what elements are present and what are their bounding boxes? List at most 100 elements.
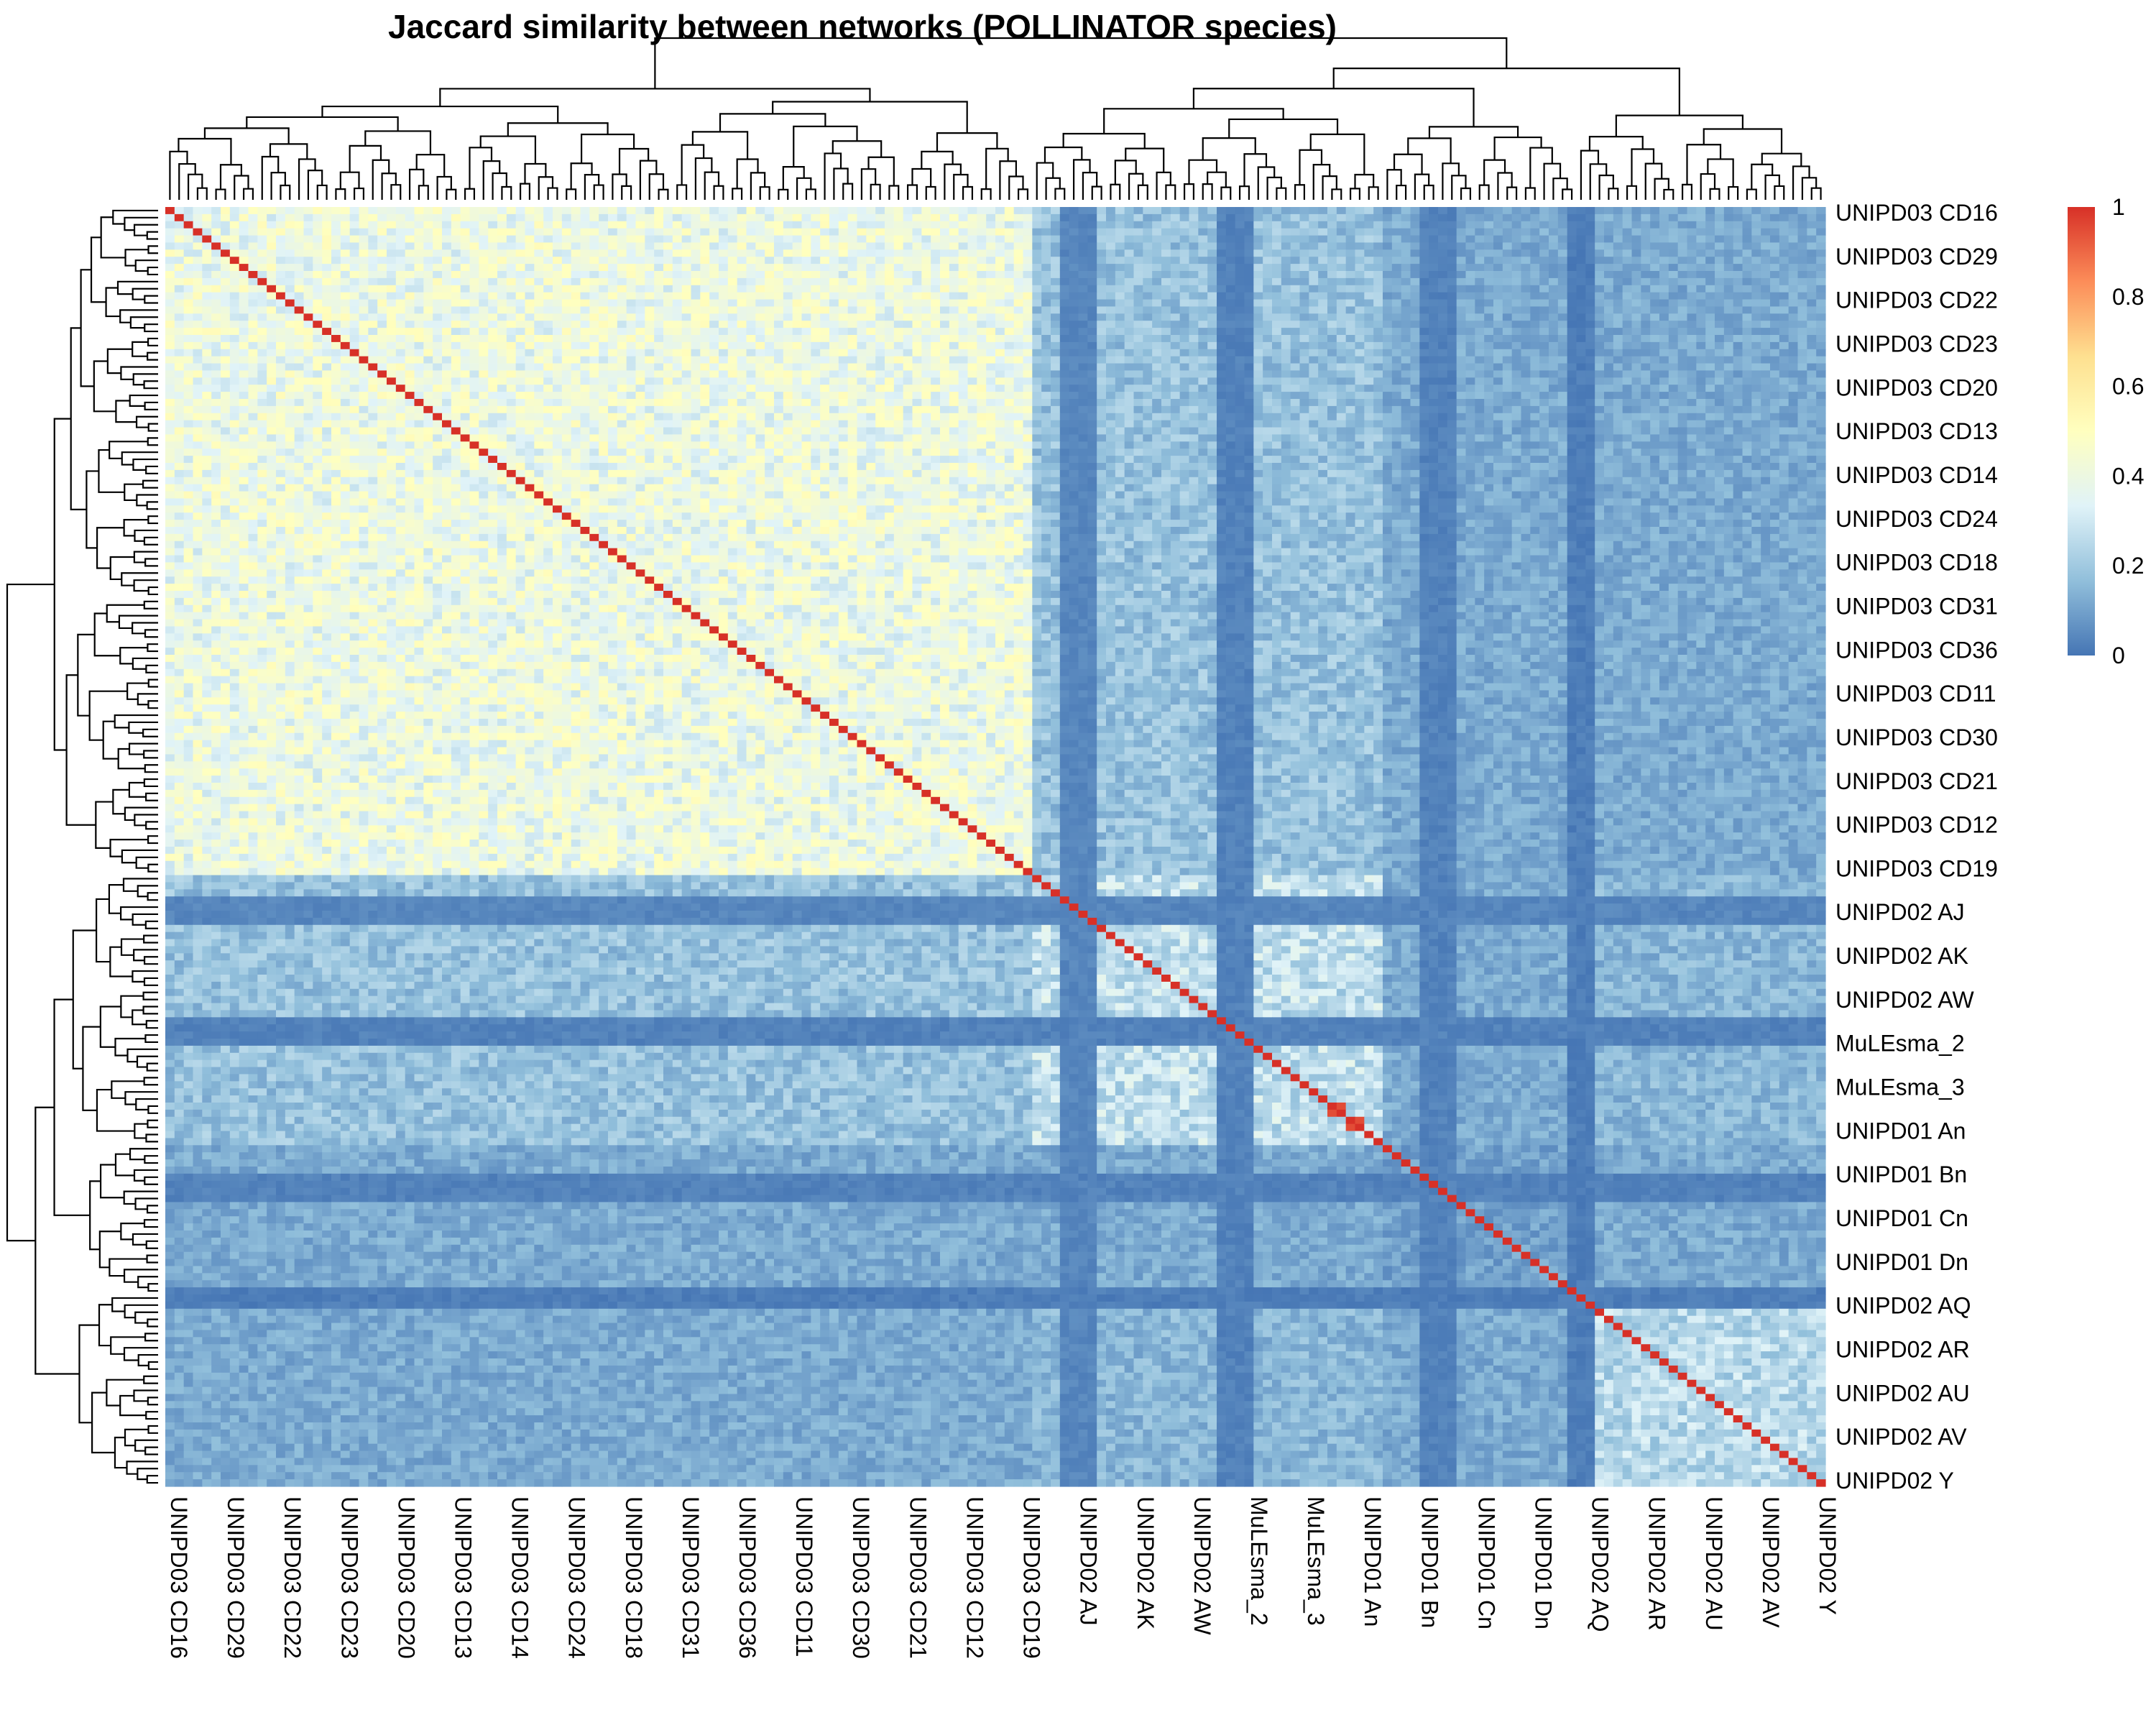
heatmap-cell [949,249,959,257]
heatmap-cell [1263,306,1272,313]
heatmap-cell [645,300,654,307]
heatmap-cell [737,364,747,371]
heatmap-cell [562,328,571,335]
heatmap-cell [1180,349,1189,356]
heatmap-cell [1143,342,1152,349]
heatmap-cell [1577,335,1586,342]
heatmap-cell [1051,293,1060,300]
heatmap-cell [451,278,461,285]
heatmap-cell [949,271,959,278]
heatmap-cell [995,293,1005,300]
heatmap-cell [654,313,663,321]
heatmap-cell [350,221,359,229]
heatmap-cell [331,364,341,371]
heatmap-cell [627,356,636,364]
heatmap-cell [1798,293,1807,300]
heatmap-cell [1346,229,1355,236]
heatmap-cell [1198,321,1207,328]
heatmap-cell [857,335,867,342]
heatmap-cell [331,300,341,307]
heatmap-cell [829,370,839,377]
heatmap-cell [1429,328,1438,335]
heatmap-cell [1161,293,1171,300]
heatmap-cell [885,335,894,342]
heatmap-cell [1263,278,1272,285]
heatmap-cell [1411,342,1420,349]
heatmap-cell [1751,293,1761,300]
heatmap-cell [1189,285,1199,293]
heatmap-cell [645,242,654,249]
heatmap-cell [221,271,230,278]
heatmap-cell [1751,306,1761,313]
heatmap-cell [239,214,249,221]
heatmap-cell [1041,278,1051,285]
heatmap-cell [608,300,617,307]
heatmap-cell [276,385,285,392]
heatmap-cell [636,342,645,349]
heatmap-cell [359,328,369,335]
heatmap-cell [1798,321,1807,328]
heatmap-cell [747,356,756,364]
heatmap-cell [1253,278,1263,285]
heatmap-cell [1678,242,1687,249]
heatmap-cell [645,364,654,371]
heatmap-cell [700,285,709,293]
heatmap-cell [700,207,709,214]
heatmap-cell [1106,377,1115,385]
heatmap-cell [165,313,175,321]
heatmap-cell [1032,293,1041,300]
heatmap-cell [1014,313,1023,321]
heatmap-cell [1041,264,1051,271]
heatmap-cell [1595,242,1604,249]
heatmap-cell [1245,249,1254,257]
heatmap-cell [1743,293,1752,300]
heatmap-cell [654,306,663,313]
heatmap-cell [331,377,341,385]
heatmap-cell [1521,278,1531,285]
heatmap-cell [221,278,230,285]
heatmap-cell [1346,321,1355,328]
heatmap-cell [1069,313,1079,321]
heatmap-cell [1364,370,1373,377]
heatmap-cell [1069,342,1079,349]
heatmap-cell [645,271,654,278]
heatmap-cell [1503,364,1512,371]
heatmap-cell [1457,221,1466,229]
heatmap-cell [636,257,645,264]
heatmap-cell [747,257,756,264]
heatmap-cell [1051,335,1060,342]
heatmap-cell [663,356,673,364]
heatmap-cell [442,271,451,278]
heatmap-cell [627,249,636,257]
heatmap-cell [1097,257,1106,264]
heatmap-cell [682,236,691,243]
heatmap-cell [1567,377,1577,385]
heatmap-cell [249,306,258,313]
heatmap-cell [1023,356,1033,364]
heatmap-cell [885,356,894,364]
heatmap-cell [1134,293,1143,300]
heatmap-cell [257,342,267,349]
heatmap-cell [709,370,719,377]
heatmap-cell [1346,313,1355,321]
heatmap-cell [940,236,949,243]
heatmap-cell [267,313,276,321]
heatmap-cell [1005,257,1014,264]
heatmap-cell [1023,285,1033,293]
heatmap-cell [940,385,949,392]
heatmap-cell [857,214,867,221]
heatmap-cell [1300,207,1309,214]
heatmap-cell [497,207,507,214]
heatmap-cell [581,377,590,385]
heatmap-cell [1595,377,1604,385]
heatmap-cell [543,349,553,356]
heatmap-cell [1715,249,1724,257]
heatmap-cell [1401,306,1411,313]
heatmap-cell [1751,364,1761,371]
heatmap-cell [1411,257,1420,264]
heatmap-cell [1733,278,1743,285]
heatmap-cell [1687,229,1697,236]
heatmap-cell [313,229,322,236]
heatmap-cell [977,300,986,307]
